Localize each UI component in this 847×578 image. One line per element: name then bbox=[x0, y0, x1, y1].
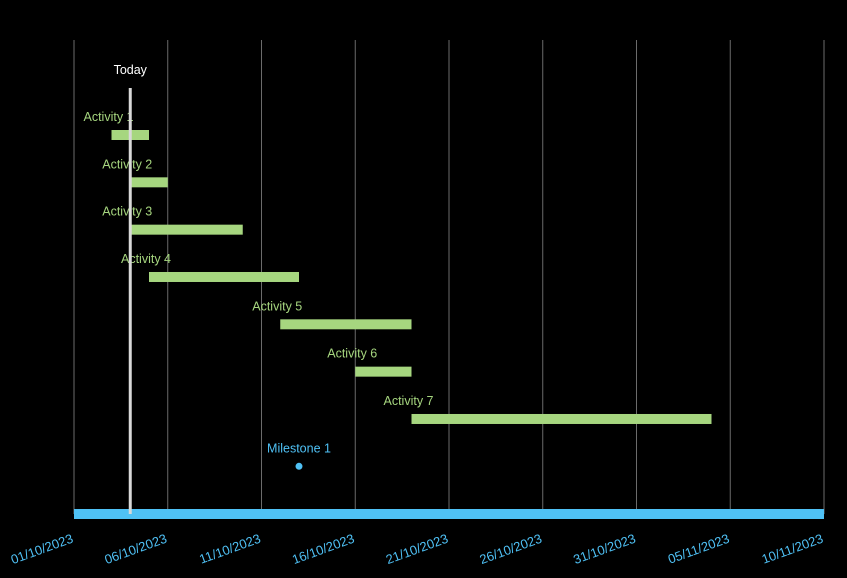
grid-lines bbox=[73, 40, 825, 514]
x-tick-labels: 01/10/2023 06/10/2023 11/10/2023 16/10/2023… bbox=[9, 531, 825, 567]
x-tick-label: 10/11/2023 bbox=[760, 531, 825, 567]
task-label: Activity 7 bbox=[384, 394, 434, 408]
x-tick-label: 11/10/2023 bbox=[197, 531, 262, 567]
x-tick-label: 26/10/2023 bbox=[477, 531, 543, 567]
x-tick-label: 05/11/2023 bbox=[666, 531, 731, 567]
task-bar bbox=[149, 271, 299, 282]
time-axis bbox=[74, 509, 824, 519]
axis-bar bbox=[74, 509, 824, 519]
task-bar bbox=[411, 413, 712, 424]
x-tick-label: 16/10/2023 bbox=[290, 531, 356, 567]
x-tick-label: 06/10/2023 bbox=[102, 531, 168, 567]
milestone-label: Milestone 1 bbox=[267, 441, 331, 455]
task-bar bbox=[355, 366, 412, 377]
task-bar bbox=[280, 319, 412, 330]
task-label: Activity 2 bbox=[102, 157, 152, 171]
x-tick-label: 01/10/2023 bbox=[9, 531, 75, 567]
task-label: Activity 4 bbox=[121, 252, 171, 266]
task-label: Activity 6 bbox=[327, 347, 377, 361]
x-tick-label: 31/10/2023 bbox=[571, 531, 637, 567]
task-bars: Activity 1 Activity 2 Activity 3 Activity 4… bbox=[84, 110, 712, 424]
task-label: Activity 5 bbox=[252, 299, 302, 313]
milestones: Milestone 1 bbox=[267, 441, 331, 470]
today-label: Today bbox=[114, 63, 148, 77]
x-tick-label: 21/10/2023 bbox=[384, 531, 450, 567]
task-label: Activity 3 bbox=[102, 205, 152, 219]
task-bar bbox=[130, 224, 243, 235]
task-label: Activity 1 bbox=[84, 110, 134, 124]
task-bar bbox=[130, 177, 168, 188]
milestone-marker bbox=[295, 462, 303, 470]
today-marker: Today bbox=[114, 63, 148, 514]
